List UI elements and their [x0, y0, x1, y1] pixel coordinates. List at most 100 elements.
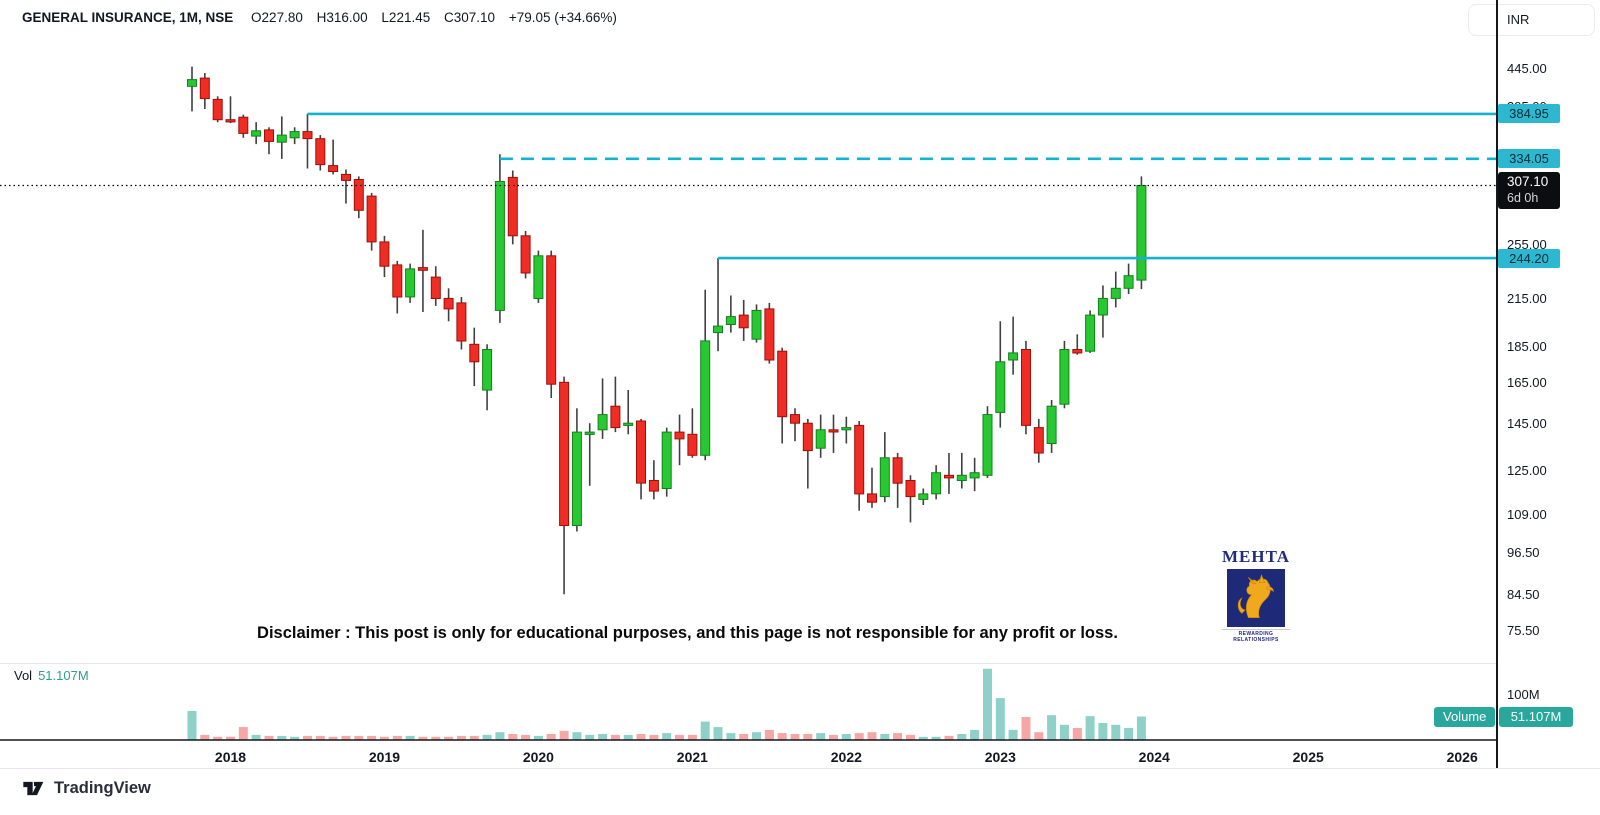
- candle-2019-12: [520, 231, 531, 279]
- volume-bar-2022-06: [906, 734, 915, 740]
- volume-bar-2018-04: [264, 735, 274, 740]
- candle-2017-12: [212, 96, 223, 123]
- price-chart-pane[interactable]: [0, 0, 1497, 663]
- year-tick-2020: 2020: [522, 749, 554, 765]
- price-tick-125.00: 125.00: [1507, 463, 1547, 479]
- volume-bar-2021-09: [790, 734, 800, 740]
- candle-2019-07: [456, 297, 467, 350]
- volume-bar-2021-01: [687, 734, 697, 740]
- volume-bar-2023-01: [995, 698, 1005, 740]
- mehta-logo: MEHTA REWARDING RELATIONSHIPS: [1222, 547, 1290, 643]
- last-price-value: 307.10: [1507, 174, 1549, 190]
- year-tick-2023: 2023: [984, 749, 1016, 765]
- volume-bar-2019-06: [444, 736, 454, 740]
- pane-separator: [0, 663, 1497, 664]
- symbol-title[interactable]: GENERAL INSURANCE, 1M, NSE: [22, 10, 234, 25]
- last-price-tag[interactable]: 307.10 6d 0h: [1498, 172, 1560, 210]
- candle-2022-03: [867, 467, 877, 508]
- volume-indicator-legend[interactable]: Vol 51.107M: [14, 668, 89, 683]
- symbol-legend[interactable]: GENERAL INSURANCE, 1M, NSE O227.80 H316.…: [22, 10, 627, 25]
- volume-bar-2022-04: [880, 734, 890, 740]
- candle-2020-12: [674, 414, 685, 466]
- candle-2023-09: [1097, 285, 1108, 338]
- candle-2022-10: [956, 452, 967, 489]
- volume-bar-2021-10: [803, 734, 813, 740]
- candle-2022-12: [982, 406, 993, 478]
- candle-2023-01: [995, 321, 1006, 428]
- volume-bar-2021-05: [739, 734, 749, 740]
- volume-bar-2018-05: [277, 735, 287, 740]
- candle-2021-05: [738, 299, 749, 341]
- volume-bar-2020-05: [585, 734, 595, 740]
- volume-bar-2022-10: [957, 734, 967, 740]
- candle-2018-02: [238, 114, 249, 138]
- volume-bar-2023-06: [1059, 724, 1069, 740]
- candle-2021-03: [713, 258, 723, 352]
- year-tick-2022: 2022: [830, 749, 862, 765]
- candle-2021-07: [764, 302, 775, 364]
- tradingview-icon: [23, 781, 44, 796]
- candle-2019-01: [379, 235, 390, 278]
- candle-2022-08: [931, 465, 942, 500]
- ohlc-low: L221.45: [381, 10, 431, 25]
- volume-bar-2020-07: [610, 734, 620, 740]
- volume-bar-2020-12: [675, 734, 684, 740]
- volume-bar-2020-11: [662, 733, 672, 740]
- price-tick-96.50: 96.50: [1507, 545, 1540, 561]
- volume-axis-tick: 100M: [1507, 687, 1540, 702]
- tradingview-logo[interactable]: TradingView: [22, 779, 151, 798]
- price-tag-244.20[interactable]: 244.20: [1498, 248, 1560, 268]
- volume-bar-2018-10: [341, 735, 351, 740]
- volume-bar-2018-07: [303, 735, 312, 740]
- price-tick-109.00: 109.00: [1507, 506, 1547, 522]
- candle-2019-06: [443, 288, 454, 322]
- candle-2018-03: [251, 122, 262, 145]
- price-tick-165.00: 165.00: [1507, 375, 1547, 391]
- candle-2022-06: [905, 475, 916, 523]
- volume-bar-2018-08: [315, 735, 325, 740]
- candle-2022-11: [969, 457, 980, 492]
- price-tick-145.00: 145.00: [1507, 416, 1547, 432]
- volume-bar-2023-09: [1098, 723, 1108, 740]
- volume-bar-2021-04: [726, 733, 736, 740]
- candle-2021-02: [700, 289, 711, 461]
- candle-2021-10: [802, 418, 813, 489]
- candle-2020-01: [533, 250, 544, 303]
- volume-bar-2022-08: [931, 736, 941, 740]
- volume-bar-2021-12: [829, 734, 838, 740]
- year-tick-2025: 2025: [1292, 749, 1324, 765]
- volume-bar-2022-05: [893, 733, 903, 740]
- candle-2020-03: [559, 376, 570, 595]
- volume-bar-2023-12: [1136, 716, 1146, 740]
- price-tag-384.95[interactable]: 384.95: [1498, 104, 1560, 124]
- volume-badge-label: Volume: [1434, 707, 1496, 727]
- volume-bar-2018-06: [290, 736, 300, 740]
- volume-bar-2019-11: [508, 734, 518, 740]
- volume-bar-2020-01: [533, 735, 543, 740]
- candle-2019-03: [405, 263, 416, 303]
- volume-bar-2022-02: [854, 733, 864, 740]
- mehta-lion-icon: [1227, 569, 1285, 627]
- price-tick-75.50: 75.50: [1507, 622, 1540, 638]
- candle-2021-01: [687, 408, 698, 458]
- candle-2019-08: [469, 327, 480, 387]
- volume-bar-2023-02: [1008, 729, 1018, 740]
- volume-bar-2020-04: [572, 732, 582, 740]
- candle-2022-04: [879, 432, 890, 503]
- volume-indicator-title: Vol: [14, 668, 33, 683]
- candle-2022-01: [841, 416, 852, 444]
- price-tick-84.50: 84.50: [1507, 587, 1540, 603]
- volume-bar-2019-07: [456, 735, 466, 740]
- currency-button[interactable]: INR: [1468, 4, 1595, 36]
- price-axis-border: [1496, 0, 1498, 768]
- volume-pane[interactable]: [0, 663, 1497, 745]
- volume-bar-2020-10: [649, 734, 659, 740]
- candle-2018-04: [264, 127, 274, 155]
- candle-2023-10: [1110, 271, 1121, 308]
- candle-2018-05: [276, 116, 287, 159]
- price-tag-334.05[interactable]: 334.05: [1498, 149, 1560, 169]
- year-tick-2018: 2018: [214, 749, 247, 765]
- mehta-logo-tagline: REWARDING RELATIONSHIPS: [1222, 629, 1290, 643]
- candle-2023-04: [1033, 418, 1044, 463]
- volume-bar-2020-08: [623, 734, 633, 740]
